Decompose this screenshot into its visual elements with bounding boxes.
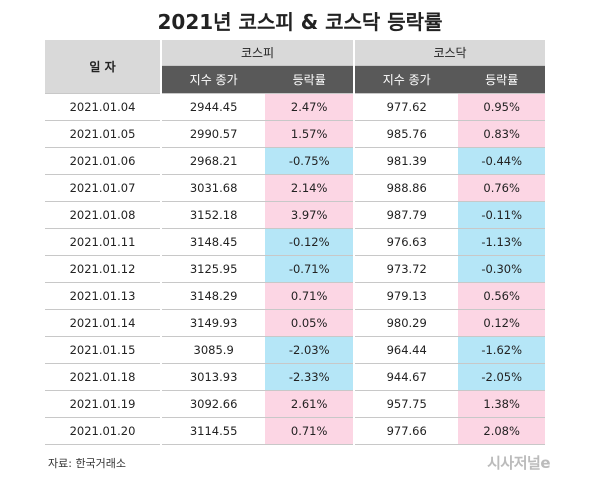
- table-row: 2021.01.19 3092.66 2.61% 957.75 1.38%: [45, 390, 545, 418]
- date-cell: 2021.01.11: [45, 228, 161, 256]
- index-cell: 3031.68: [159, 174, 266, 202]
- date-cell: 2021.01.15: [45, 336, 161, 364]
- date-cell: 2021.01.18: [45, 363, 161, 391]
- index-cell: 979.13: [353, 282, 459, 310]
- index-cell: 964.44: [353, 336, 459, 364]
- index-cell: 3148.45: [159, 228, 266, 256]
- subheader: 등락률: [458, 65, 545, 94]
- index-cell: 980.29: [353, 309, 459, 337]
- rate-cell: 0.83%: [458, 120, 545, 148]
- table-row: 2021.01.15 3085.9 -2.03% 964.44 -1.62%: [45, 336, 545, 364]
- table-row: 2021.01.07 3031.68 2.14% 988.86 0.76%: [45, 174, 545, 202]
- index-cell: 3148.29: [159, 282, 266, 310]
- table-row: 2021.01.06 2968.21 -0.75% 981.39 -0.44%: [45, 147, 545, 175]
- index-cell: 3152.18: [159, 201, 266, 229]
- index-cell: 977.66: [353, 417, 459, 445]
- index-cell: 977.62: [353, 93, 459, 121]
- group-header: 코스피: [159, 40, 355, 66]
- date-cell: 2021.01.12: [45, 255, 161, 283]
- subheader-row: 지수 종가 등락률 지수 종가 등락률: [45, 65, 545, 94]
- table-row: 2021.01.04 2944.45 2.47% 977.62 0.95%: [45, 93, 545, 121]
- index-cell: 944.67: [353, 363, 459, 391]
- rate-cell: -2.33%: [265, 363, 355, 391]
- index-cell: 3092.66: [159, 390, 266, 418]
- rate-cell: 1.38%: [458, 390, 545, 418]
- index-cell: 973.72: [353, 255, 459, 283]
- rate-cell: 3.97%: [265, 201, 355, 229]
- table-header: 일 자 코스피 코스닥 지수 종가 등락률 지수 종가 등락률: [45, 40, 545, 94]
- logo: 시사저널e: [487, 454, 550, 472]
- rate-cell: 0.05%: [265, 309, 355, 337]
- rate-cell: 2.47%: [265, 93, 355, 121]
- table-row: 2021.01.20 3114.55 0.71% 977.66 2.08%: [45, 417, 545, 445]
- rate-cell: -0.30%: [458, 255, 545, 283]
- source: 자료: 한국거래소: [48, 457, 127, 470]
- index-cell: 987.79: [353, 201, 459, 229]
- rate-cell: 0.76%: [458, 174, 545, 202]
- index-cell: 2968.21: [159, 147, 266, 175]
- table-row: 2021.01.14 3149.93 0.05% 980.29 0.12%: [45, 309, 545, 337]
- rate-cell: 0.12%: [458, 309, 545, 337]
- rate-cell: -0.11%: [458, 201, 545, 229]
- table-row: 2021.01.05 2990.57 1.57% 985.76 0.83%: [45, 120, 545, 148]
- table-row: 2021.01.08 3152.18 3.97% 987.79 -0.11%: [45, 201, 545, 229]
- index-cell: 985.76: [353, 120, 459, 148]
- rate-cell: -1.62%: [458, 336, 545, 364]
- index-cell: 976.63: [353, 228, 459, 256]
- date-cell: 2021.01.19: [45, 390, 161, 418]
- table-row: 2021.01.18 3013.93 -2.33% 944.67 -2.05%: [45, 363, 545, 391]
- index-cell: 3125.95: [159, 255, 266, 283]
- subheader: 등락률: [265, 65, 355, 94]
- header-row: 일 자 코스피 코스닥: [45, 40, 545, 94]
- rate-cell: -0.75%: [265, 147, 355, 175]
- rate-cell: 2.14%: [265, 174, 355, 202]
- index-cell: 3114.55: [159, 417, 266, 445]
- index-cell: 3085.9: [159, 336, 266, 364]
- rate-cell: -0.71%: [265, 255, 355, 283]
- table-body: 2021.01.04 2944.45 2.47% 977.62 0.95% 2021.01…: [45, 93, 545, 445]
- subheader: 지수 종가: [159, 65, 266, 94]
- rate-cell: 0.56%: [458, 282, 545, 310]
- date-cell: 2021.01.07: [45, 174, 161, 202]
- rate-cell: 0.71%: [265, 282, 355, 310]
- date-cell: 2021.01.13: [45, 282, 161, 310]
- rate-cell: -0.12%: [265, 228, 355, 256]
- rate-cell: 0.95%: [458, 93, 545, 121]
- index-cell: 981.39: [353, 147, 459, 175]
- rate-cell: 1.57%: [265, 120, 355, 148]
- index-cell: 3013.93: [159, 363, 266, 391]
- rate-cell: 0.71%: [265, 417, 355, 445]
- date-cell: 2021.01.14: [45, 309, 161, 337]
- date-cell: 2021.01.06: [45, 147, 161, 175]
- date-cell: 2021.01.04: [45, 93, 161, 121]
- index-cell: 2990.57: [159, 120, 266, 148]
- rate-cell: 2.61%: [265, 390, 355, 418]
- rate-table: 일 자 코스피 코스닥 지수 종가 등락률 지수 종가 등락률 2021.01.04 2…: [45, 40, 545, 445]
- index-cell: 2944.45: [159, 93, 266, 121]
- date-header: 일 자: [45, 40, 161, 94]
- table-row: 2021.01.13 3148.29 0.71% 979.13 0.56%: [45, 282, 545, 310]
- index-cell: 3149.93: [159, 309, 266, 337]
- date-cell: 2021.01.05: [45, 120, 161, 148]
- rate-cell: -0.44%: [458, 147, 545, 175]
- table-row: 2021.01.11 3148.45 -0.12% 976.63 -1.13%: [45, 228, 545, 256]
- date-cell: 2021.01.08: [45, 201, 161, 229]
- rate-cell: -2.03%: [265, 336, 355, 364]
- rate-cell: -2.05%: [458, 363, 545, 391]
- index-cell: 988.86: [353, 174, 459, 202]
- subheader: 지수 종가: [353, 65, 459, 94]
- title: 2021년 코스피 & 코스닥 등락률: [157, 10, 443, 34]
- rate-cell: 2.08%: [458, 417, 545, 445]
- group-header: 코스닥: [353, 40, 545, 66]
- index-cell: 957.75: [353, 390, 459, 418]
- rate-cell: -1.13%: [458, 228, 545, 256]
- date-cell: 2021.01.20: [45, 417, 161, 445]
- table-row: 2021.01.12 3125.95 -0.71% 973.72 -0.30%: [45, 255, 545, 283]
